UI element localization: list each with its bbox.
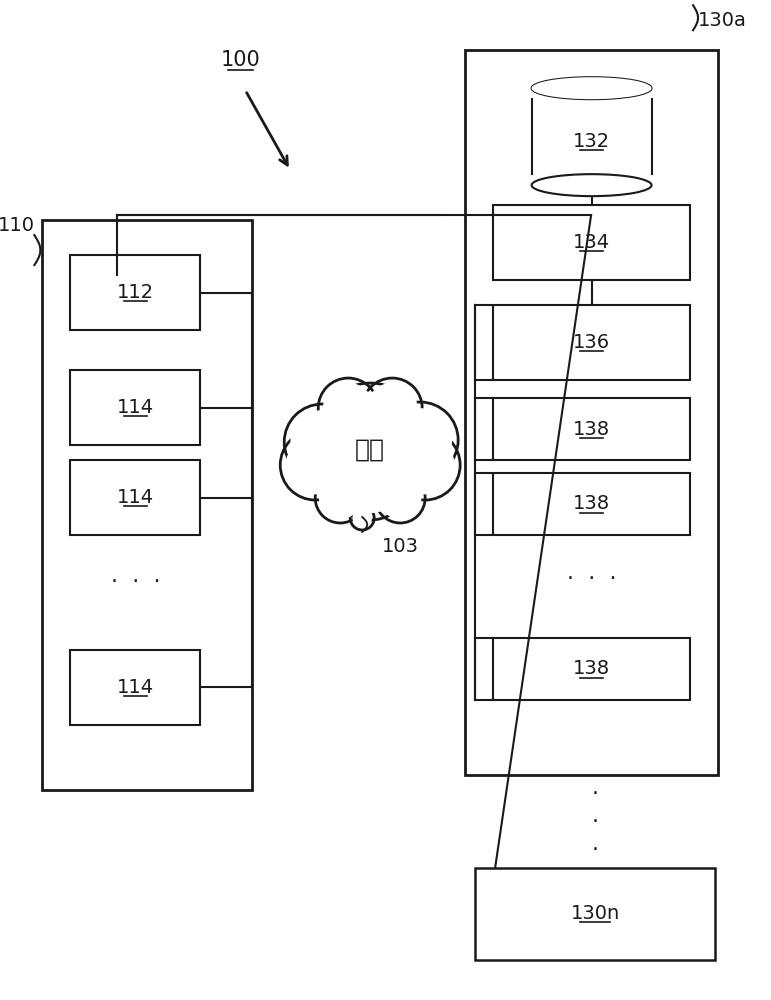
Bar [70, 650, 200, 725]
Text: 138: 138 [573, 420, 610, 439]
Text: 130a: 130a [698, 11, 747, 30]
Ellipse shape [532, 77, 651, 99]
Circle shape [375, 473, 425, 523]
Circle shape [379, 478, 421, 518]
Bar [493, 473, 690, 535]
Bar [475, 868, 715, 960]
Circle shape [389, 409, 451, 471]
Circle shape [320, 478, 361, 518]
Text: 网络: 网络 [355, 438, 386, 462]
Circle shape [328, 436, 412, 520]
Text: 114: 114 [116, 398, 154, 417]
Text: 130n: 130n [571, 904, 620, 923]
Bar [493, 205, 690, 280]
Circle shape [318, 378, 379, 438]
Circle shape [291, 411, 353, 473]
Bar [493, 638, 690, 700]
Ellipse shape [532, 174, 651, 196]
Text: 134: 134 [573, 233, 610, 252]
Circle shape [350, 506, 374, 530]
Text: 110: 110 [0, 216, 35, 235]
Circle shape [324, 383, 373, 433]
Ellipse shape [532, 77, 651, 99]
Text: ·
·
·: · · · [591, 784, 598, 860]
Text: 103: 103 [382, 537, 419, 556]
Bar [532, 88, 651, 185]
Circle shape [280, 430, 350, 500]
Text: ·  ·  ·: · · · [567, 569, 616, 589]
Circle shape [315, 473, 365, 523]
Circle shape [368, 383, 417, 433]
Bar [465, 50, 718, 775]
Bar [493, 305, 690, 380]
Text: 100: 100 [221, 50, 260, 70]
Text: 114: 114 [116, 488, 154, 507]
Circle shape [328, 392, 412, 478]
Text: 138: 138 [573, 659, 610, 678]
Circle shape [390, 430, 460, 500]
Circle shape [336, 444, 405, 512]
Text: 138: 138 [573, 494, 610, 513]
Circle shape [284, 404, 360, 480]
Bar [70, 370, 200, 445]
Circle shape [287, 436, 344, 494]
Text: 136: 136 [573, 333, 610, 352]
Circle shape [396, 436, 454, 494]
Circle shape [362, 378, 423, 438]
Text: 112: 112 [116, 283, 154, 302]
Circle shape [353, 509, 371, 527]
Bar [70, 460, 200, 535]
Circle shape [318, 383, 423, 487]
Text: 132: 132 [573, 132, 610, 151]
Bar [493, 398, 690, 460]
Text: 114: 114 [116, 678, 154, 697]
Text: ·  ·  ·: · · · [110, 572, 160, 592]
Bar [42, 220, 252, 790]
Bar [70, 255, 200, 330]
Circle shape [382, 402, 458, 478]
